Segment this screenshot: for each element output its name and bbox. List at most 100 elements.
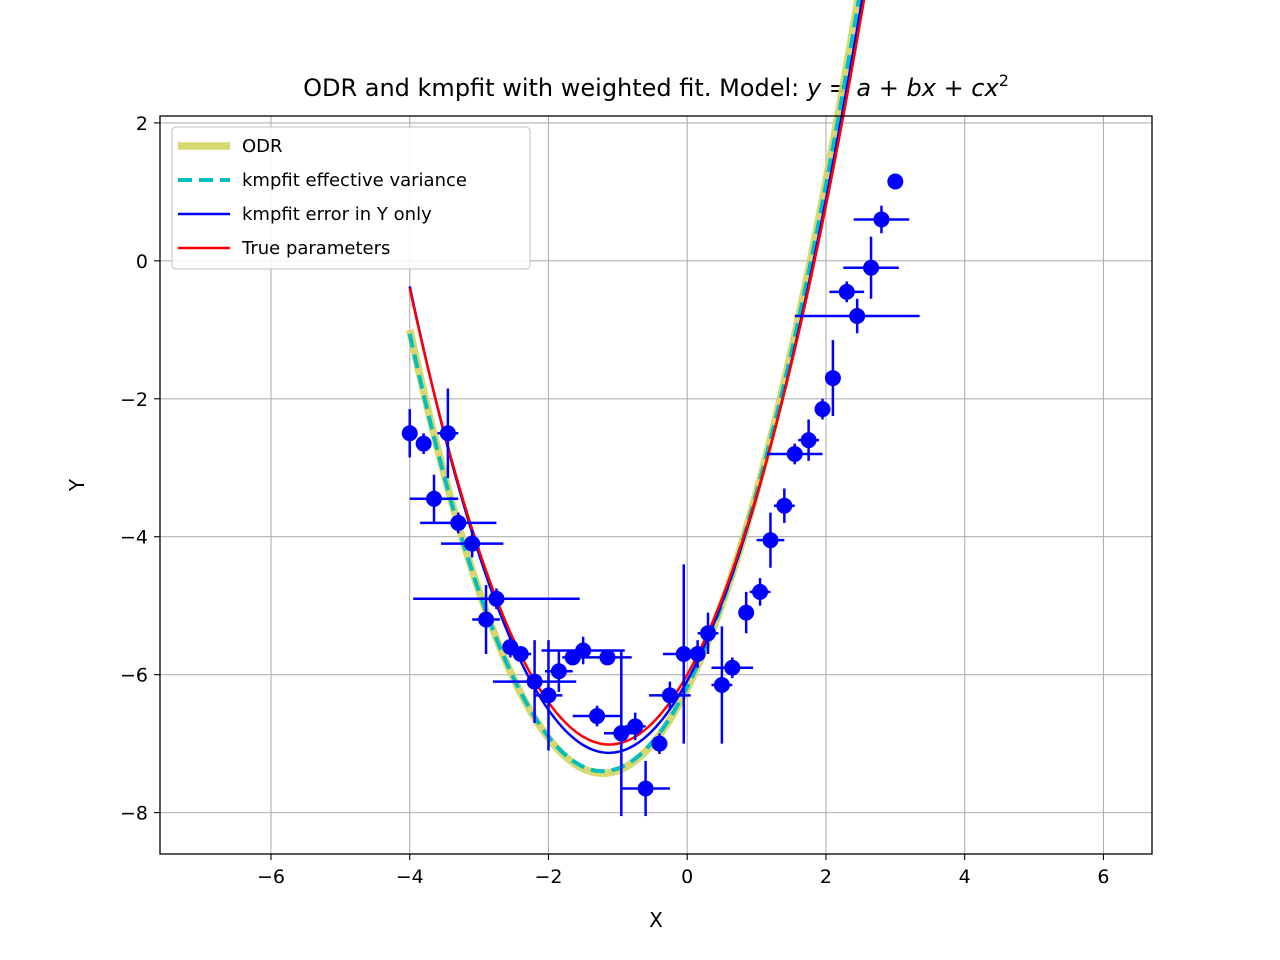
- data-point: [510, 645, 532, 662]
- point-marker: [863, 259, 880, 276]
- legend-label: ODR: [242, 136, 283, 157]
- data-point: [415, 433, 432, 454]
- point-marker: [752, 583, 769, 600]
- data-point: [572, 705, 622, 727]
- point-marker: [627, 718, 644, 735]
- point-marker: [838, 283, 855, 300]
- x-tick-label: 0: [681, 866, 693, 888]
- chart-title: ODR and kmpfit with weighted fit. Model:…: [303, 71, 1009, 102]
- data-point: [651, 733, 668, 754]
- point-marker: [415, 435, 432, 452]
- axis-ticks: −6 −4 −2 0 2 4 6 −8 −6 −4 −2 0 2: [120, 113, 1110, 888]
- x-tick-label: −2: [534, 866, 562, 888]
- y-tick-label: −4: [120, 527, 148, 549]
- y-tick-label: −6: [120, 665, 148, 687]
- y-tick-label: 2: [136, 113, 148, 135]
- x-tick-label: 4: [959, 866, 971, 888]
- point-marker: [550, 663, 567, 680]
- data-point: [843, 236, 899, 299]
- data-point: [437, 388, 459, 479]
- data-point: [738, 591, 755, 634]
- point-marker: [488, 590, 505, 607]
- y-axis-label: Y: [65, 478, 89, 492]
- point-marker: [800, 432, 817, 449]
- data-point: [624, 712, 646, 741]
- point-marker: [776, 497, 793, 514]
- data-points: [401, 173, 920, 817]
- point-marker: [713, 677, 730, 694]
- point-marker: [786, 445, 803, 462]
- data-point: [829, 281, 865, 303]
- data-point: [420, 512, 497, 534]
- point-marker: [526, 673, 543, 690]
- data-point: [621, 760, 670, 817]
- fit-line-kmpfit-error-in-y-only: [408, 0, 864, 755]
- data-point: [492, 640, 577, 723]
- point-marker: [887, 173, 904, 190]
- data-point: [756, 512, 785, 568]
- data-point: [749, 578, 771, 606]
- point-marker: [661, 687, 678, 704]
- fit-line-true-parameters: [408, 0, 866, 746]
- point-marker: [637, 780, 654, 797]
- point-marker: [675, 645, 692, 662]
- data-point: [583, 649, 632, 666]
- point-marker: [450, 514, 467, 531]
- data-point: [773, 488, 795, 523]
- legend-label: kmpfit error in Y only: [242, 204, 432, 225]
- point-marker: [478, 611, 495, 628]
- data-point: [711, 626, 733, 744]
- plot-frame: [159, 115, 1153, 855]
- point-marker: [426, 490, 443, 507]
- data-point: [413, 588, 580, 610]
- x-tick-label: −6: [257, 866, 285, 888]
- data-point: [853, 205, 910, 234]
- data-point: [689, 640, 706, 668]
- y-tick-label: 0: [136, 251, 148, 273]
- point-marker: [824, 370, 841, 387]
- point-marker: [689, 645, 706, 662]
- x-tick-label: −4: [396, 866, 424, 888]
- legend: ODR kmpfit effective variance kmpfit error…: [171, 126, 531, 270]
- data-point: [472, 585, 500, 654]
- point-marker: [540, 687, 557, 704]
- data-point: [697, 612, 719, 654]
- point-marker: [401, 425, 418, 442]
- point-marker: [589, 708, 606, 725]
- data-point: [711, 657, 754, 679]
- point-marker: [575, 642, 592, 659]
- data-point: [401, 409, 418, 458]
- point-marker: [814, 401, 831, 418]
- y-tick-label: −2: [120, 389, 148, 411]
- y-tick-label: −8: [120, 803, 148, 825]
- data-point: [766, 443, 823, 465]
- point-marker: [464, 535, 481, 552]
- data-point: [545, 650, 573, 692]
- x-tick-label: 6: [1097, 866, 1109, 888]
- data-point: [814, 398, 831, 420]
- x-tick-label: 2: [820, 866, 832, 888]
- point-marker: [724, 659, 741, 676]
- point-marker: [738, 604, 755, 621]
- point-marker: [599, 649, 616, 666]
- legend-label: kmpfit effective variance: [242, 170, 467, 191]
- x-axis-label: X: [649, 908, 663, 932]
- point-marker: [700, 625, 717, 642]
- legend-label: True parameters: [241, 238, 390, 259]
- data-point: [798, 419, 820, 461]
- data-point: [824, 340, 841, 417]
- point-marker: [512, 645, 529, 662]
- data-point: [794, 298, 920, 334]
- point-marker: [651, 735, 668, 752]
- legend-box: [171, 126, 531, 270]
- data-point: [534, 640, 563, 751]
- point-marker: [849, 308, 866, 325]
- data-point: [409, 474, 459, 523]
- point-marker: [613, 725, 630, 742]
- point-marker: [762, 532, 779, 549]
- data-point: [440, 529, 504, 558]
- point-marker: [439, 425, 456, 442]
- data-point: [887, 173, 904, 190]
- point-marker: [873, 211, 890, 228]
